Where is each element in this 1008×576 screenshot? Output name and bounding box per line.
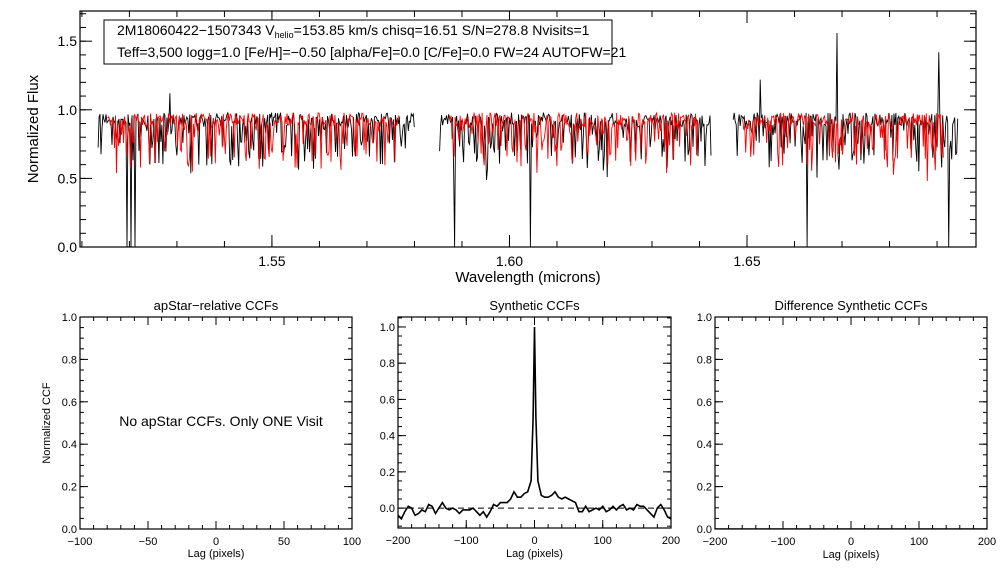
info-box: 2M18060422−1507343 Vhelio=153.85 km/s ch…	[103, 19, 626, 65]
x-tick-label: 1.65	[733, 253, 760, 269]
x-tick-label: 100	[594, 535, 612, 547]
x-tick-label: 200	[662, 535, 680, 547]
x-tick-label: −200	[386, 535, 411, 547]
info-line-1: 2M18060422−1507343 Vhelio=153.85 km/s ch…	[117, 22, 590, 40]
info-line-2: Teff=3,500 logg=1.0 [Fe/H]=−0.50 [alpha/…	[117, 44, 626, 60]
x-tick-label: 1.55	[258, 253, 285, 269]
apstar-plot: −100 −50 0 50 100 0.0 0.2 0.4 0.6 0.8 1.0 apStar−re…	[41, 298, 361, 560]
y-tick-label: 0.6	[380, 394, 395, 406]
y-tick-label: 0.0	[380, 503, 395, 515]
synthetic-spectrum-chip-3	[742, 112, 944, 182]
y-tick-label: 0.0	[697, 524, 712, 536]
y-tick-label: 1.0	[58, 102, 78, 118]
y-tick-label: 0.5	[58, 170, 78, 186]
difference-x-axis-label: Lag (pixels)	[823, 549, 880, 561]
observed-spectrum-chip-1	[97, 93, 415, 247]
x-tick-label: 0	[213, 536, 219, 548]
synthetic-plot: −200 −100 0 100 200 0.0 0.2 0.4 0.6 0.8 1.0 Synthet…	[380, 298, 680, 560]
apstar-title: apStar−relative CCFs	[154, 298, 279, 313]
x-tick-label: 1.60	[496, 253, 523, 269]
x-tick-label: 100	[910, 536, 928, 548]
y-tick-label: 0.8	[62, 354, 77, 366]
ccf-line	[398, 326, 671, 521]
y-tick-label: 0.4	[697, 439, 712, 451]
synthetic-spectrum-chip-1	[107, 112, 401, 174]
y-tick-label: 1.0	[697, 312, 712, 324]
difference-axes-frame	[714, 316, 988, 530]
x-tick-label: 100	[343, 536, 361, 548]
observed-spectrum-chip-3	[732, 32, 959, 247]
spectrum-axes-frame	[79, 10, 977, 248]
y-tick-label: 0.0	[62, 524, 77, 536]
x-tick-label: 50	[278, 536, 290, 548]
y-tick-label: 1.0	[380, 322, 395, 334]
y-tick-label: 0.4	[380, 431, 395, 443]
spectrum-x-axis-label: Wavelength (microns)	[455, 269, 600, 286]
difference-plot: −200 −100 0 100 200 0.0 0.2 0.4 0.6 0.8 1.0 Differe…	[697, 298, 996, 561]
difference-title: Difference Synthetic CCFs	[775, 298, 928, 313]
x-tick-label: −200	[703, 536, 728, 548]
y-tick-label: 0.2	[697, 482, 712, 494]
x-tick-label: 200	[978, 536, 996, 548]
y-tick-label: 0.8	[697, 354, 712, 366]
synthetic-data	[398, 326, 671, 521]
spectrum-data	[97, 32, 959, 247]
x-tick-label: −100	[454, 535, 479, 547]
synthetic-spectrum-chip-2	[448, 111, 699, 174]
x-tick-label: 0	[848, 536, 854, 548]
x-tick-label: −100	[68, 536, 93, 548]
spectrum-y-axis-label: Normalized Flux	[25, 74, 42, 183]
x-tick-label: −100	[771, 536, 796, 548]
y-tick-label: 0.2	[62, 482, 77, 494]
synthetic-x-axis-label: Lag (pixels)	[506, 548, 563, 560]
y-tick-label: 1.5	[58, 33, 78, 49]
x-tick-label: −50	[139, 536, 158, 548]
no-ccf-annotation: No apStar CCFs. Only ONE Visit	[119, 413, 323, 429]
apstar-x-axis-label: Lag (pixels)	[188, 548, 245, 560]
synthetic-title: Synthetic CCFs	[489, 298, 580, 313]
y-tick-label: 0.8	[380, 358, 395, 370]
y-tick-label: 0.2	[380, 467, 395, 479]
spectrum-plot: 1.55 1.60 1.65 0.0 0.5 1.0 1.5 Wavelength (micr…	[25, 10, 977, 286]
y-tick-label: 0.6	[697, 397, 712, 409]
y-tick-label: 0.0	[58, 239, 78, 255]
y-tick-label: 1.0	[62, 312, 77, 324]
y-tick-label: 0.4	[62, 439, 77, 451]
observed-spectrum-chip-2	[439, 112, 712, 247]
x-tick-label: 0	[531, 535, 537, 547]
apstar-y-axis-label: Normalized CCF	[41, 382, 53, 464]
y-tick-label: 0.6	[62, 397, 77, 409]
